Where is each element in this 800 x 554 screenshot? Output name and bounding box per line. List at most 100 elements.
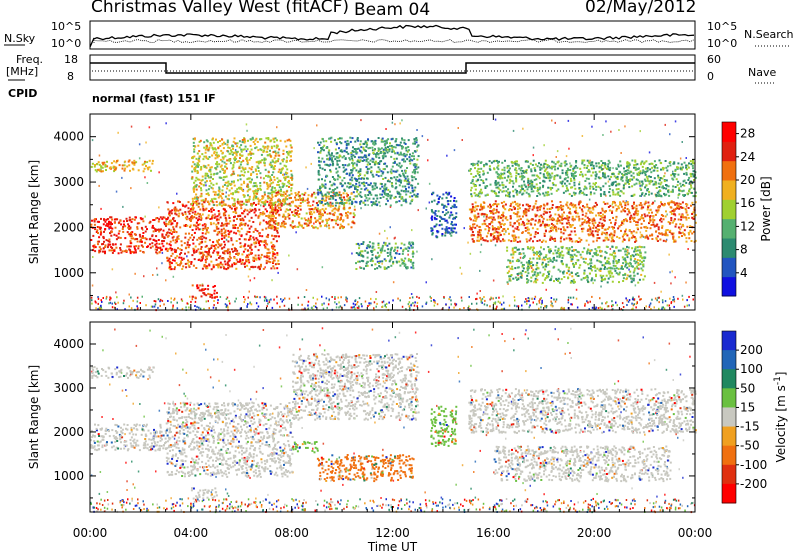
echo-cell: [96, 229, 99, 232]
echo-cell: [332, 155, 335, 158]
echo-cell: [447, 211, 450, 214]
echo-cell: [139, 235, 142, 238]
echo-cell: [350, 185, 353, 188]
echo-cell: [403, 141, 406, 144]
echo-cell: [139, 240, 142, 243]
echo-cell: [360, 243, 363, 245]
echo-cell: [447, 231, 449, 234]
echo-cell: [257, 149, 260, 152]
echo-cell: [214, 197, 217, 200]
echo-cell: [631, 216, 634, 219]
echo-cell: [228, 217, 231, 219]
echo-cell: [215, 193, 218, 196]
echo-cell: [199, 182, 202, 184]
nsky-line: [89, 24, 695, 48]
echo-cell: [604, 228, 607, 231]
echo-cell: [347, 223, 350, 226]
echo-cell: [351, 174, 354, 177]
echo-cell: [484, 228, 487, 231]
noise-cell: [354, 299, 357, 302]
noise-cell: [631, 302, 633, 305]
echo-cell: [417, 144, 420, 147]
echo-cell: [224, 211, 226, 214]
echo-cell: [245, 199, 248, 202]
echo-cell: [321, 185, 324, 188]
nsky-tick-top: 10^5: [51, 20, 82, 33]
echo-cell: [276, 160, 279, 163]
echo-cell: [622, 209, 625, 212]
echo-cell: [242, 212, 245, 215]
echo-cell: [285, 159, 288, 162]
echo-cell: [113, 218, 116, 221]
echo-cell: [355, 262, 357, 265]
echo-cell: [370, 258, 373, 261]
echo-cell: [663, 202, 666, 205]
echo-cell: [655, 209, 658, 212]
nsearch-label: N.Search: [744, 28, 794, 41]
echo-cell: [672, 210, 675, 213]
noise-cell: [602, 167, 605, 170]
echo-cell: [357, 260, 360, 263]
echo-cell: [98, 236, 101, 239]
echo-cell: [411, 246, 414, 249]
echo-cell: [279, 207, 282, 210]
echo-cell: [443, 218, 446, 221]
echo-cell: [611, 211, 613, 214]
noise-cell: [589, 300, 591, 303]
echo-cell: [679, 206, 682, 209]
echo-cell: [407, 179, 409, 182]
noise-cell: [513, 296, 516, 299]
echo-cell: [374, 263, 377, 266]
echo-cell: [382, 171, 385, 174]
echo-cell: [234, 156, 236, 159]
echo-cell: [255, 197, 257, 200]
noise-cell: [198, 306, 200, 309]
echo-cell: [366, 189, 369, 192]
echo-cell: [168, 266, 171, 269]
echo-cell: [369, 182, 372, 185]
echo-cell: [413, 176, 416, 179]
noise-cell: [310, 162, 312, 165]
echo-cell: [594, 221, 597, 224]
echo-cell: [98, 220, 100, 223]
echo-cell: [649, 219, 652, 222]
noise-cell: [538, 307, 540, 310]
echo-cell: [285, 176, 288, 179]
echo-cell: [330, 195, 332, 197]
echo-cell: [680, 218, 683, 221]
echo-cell: [222, 200, 225, 203]
echo-cell: [514, 212, 517, 215]
echo-cell: [156, 248, 158, 251]
noise-cell: [468, 305, 470, 308]
noise-cell: [607, 180, 610, 183]
echo-cell: [308, 208, 311, 211]
echo-cell: [377, 162, 380, 164]
echo-cell: [646, 226, 649, 229]
echo-cell: [580, 227, 583, 230]
echo-cell: [194, 145, 197, 148]
echo-cell: [332, 205, 334, 208]
echo-cell: [237, 174, 239, 177]
noise-cell: [196, 305, 198, 308]
noise-cell: [480, 243, 483, 246]
echo-cell: [234, 215, 236, 218]
echo-cell: [306, 201, 309, 204]
echo-cell: [262, 211, 265, 214]
echo-cell: [236, 190, 238, 193]
echo-cell: [220, 149, 223, 152]
echo-cell: [359, 168, 362, 171]
echo-cell: [201, 267, 204, 270]
echo-cell: [220, 230, 223, 233]
echo-cell: [376, 152, 379, 155]
echo-cell: [108, 167, 111, 170]
echo-cell: [401, 259, 404, 262]
echo-cell: [646, 208, 649, 211]
noise-cell: [288, 297, 291, 300]
echo-cell: [202, 158, 205, 161]
echo-cell: [233, 257, 236, 259]
echo-cell: [644, 200, 647, 203]
echo-cell: [158, 218, 161, 221]
echo-cell: [191, 254, 194, 257]
echo-cell: [201, 235, 204, 238]
noise-cell: [283, 304, 286, 307]
